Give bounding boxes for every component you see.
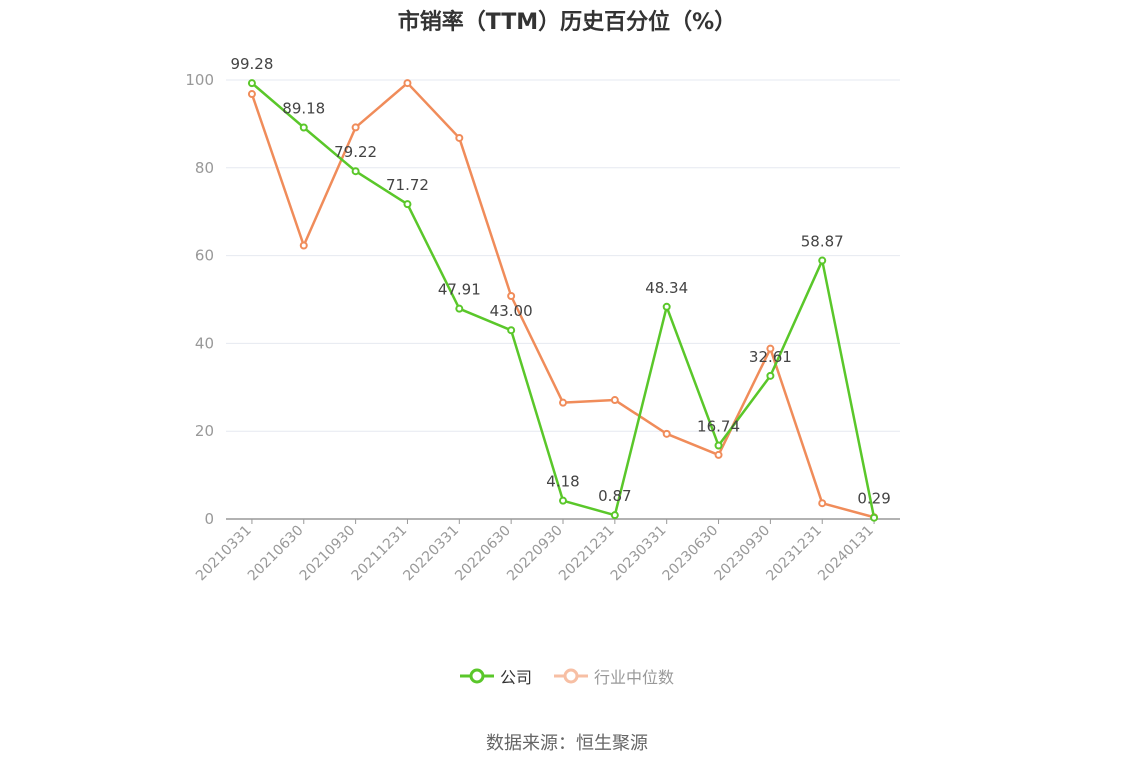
x-tick-label: 20240131: [815, 523, 877, 585]
series-0-point: [559, 496, 567, 505]
y-tick-label: 20: [195, 422, 214, 440]
y-tick-label: 80: [195, 159, 214, 177]
series-0-point: [714, 441, 723, 450]
x-tick-label: 20210930: [297, 523, 359, 585]
legend-company-marker-icon: [459, 668, 494, 684]
series-1-point: [662, 429, 671, 438]
series-1-point: [455, 133, 464, 142]
series-0-point: [403, 200, 412, 209]
data-label: 4.18: [546, 473, 579, 491]
x-tick-label: 20211231: [349, 523, 411, 585]
data-label: 71.72: [386, 176, 429, 194]
series-0-point: [351, 167, 360, 176]
series-1-point: [818, 499, 827, 508]
x-tick-label: 20210630: [245, 523, 307, 585]
series-0-point: [870, 513, 879, 522]
legend-label-industry-median: 行业中位数: [594, 668, 675, 687]
y-tick-label: 60: [195, 247, 214, 265]
series-0-point: [610, 511, 619, 520]
series-1-point: [610, 396, 619, 405]
x-tick-label: 20230930: [712, 523, 774, 585]
legend-item-company[interactable]: 公司: [459, 664, 532, 688]
series-1-point: [299, 241, 308, 250]
data-label: 99.28: [230, 55, 273, 73]
x-tick-label: 20220930: [504, 523, 566, 585]
series-0-point: [766, 371, 775, 380]
data-label: 0.87: [598, 487, 631, 505]
data-label: 79.22: [334, 143, 377, 161]
data-label: 47.91: [438, 281, 481, 299]
series-0-point: [507, 326, 516, 335]
data-label: 43.00: [490, 302, 533, 320]
data-labels: 99.28 89.18 79.22 71.72 47.91 43.00 4.18 0.87 48…: [230, 55, 890, 508]
x-tick-label: 20220331: [400, 523, 462, 585]
series-1-point: [559, 398, 567, 407]
data-label: 16.74: [697, 418, 740, 436]
series-1-point: [766, 344, 775, 353]
data-label: 89.18: [282, 99, 325, 117]
series-1-point: [351, 123, 360, 132]
x-tick-label: 20230630: [660, 523, 722, 585]
series-0-point: [818, 256, 827, 265]
data-label: 0.29: [857, 490, 890, 508]
x-tick-label: 20221231: [556, 523, 618, 585]
x-tick-label: 20231231: [763, 523, 825, 585]
series-1-point: [714, 450, 723, 459]
series-1-point: [507, 291, 516, 300]
series-lines: [247, 79, 879, 522]
data-label: 32.61: [749, 348, 792, 366]
data-label: 48.34: [645, 279, 688, 297]
y-tick-label: 0: [204, 510, 214, 528]
legend: 公司 行业中位数: [0, 664, 1134, 688]
data-label: 58.87: [801, 233, 844, 251]
series-1-point: [403, 79, 412, 88]
x-tick-label: 20230331: [608, 523, 670, 585]
chart-title: 市销率（TTM）历史百分位（%）: [397, 10, 737, 35]
series-0-point: [247, 79, 256, 88]
legend-item-industry-median[interactable]: 行业中位数: [554, 664, 674, 688]
y-tick-label: 100: [185, 71, 214, 89]
legend-label-company: 公司: [499, 668, 532, 687]
grid-lines: [226, 79, 900, 432]
legend-industry-marker-icon: [554, 668, 588, 684]
y-tick-label: 40: [195, 334, 214, 352]
x-tick-label: 20220630: [452, 523, 514, 585]
series-0-point: [455, 304, 464, 313]
data-source-note: 数据来源：恒生聚源: [486, 733, 648, 754]
series-0-point: [299, 123, 308, 132]
series-0-point: [662, 302, 671, 311]
series-1-point: [247, 90, 256, 99]
x-tick-label: 20210331: [193, 523, 255, 585]
